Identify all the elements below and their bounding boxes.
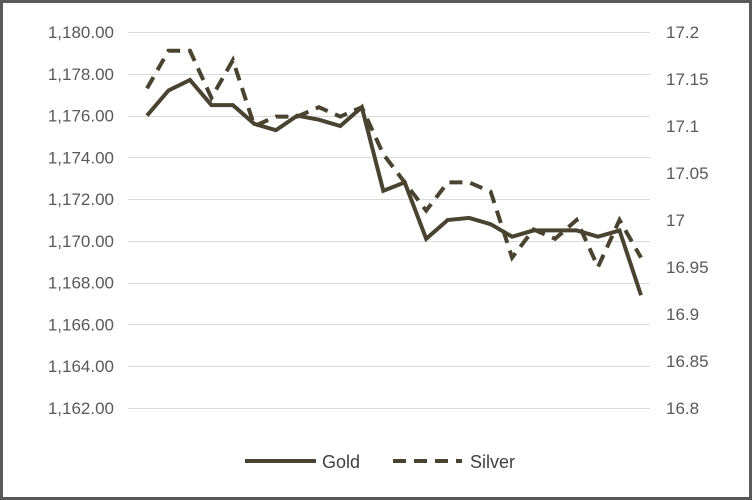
right-tick-label: 17.1: [666, 117, 699, 136]
right-tick-label: 16.95: [666, 258, 709, 277]
left-tick-label: 1,174.00: [48, 148, 114, 167]
right-tick-label: 16.9: [666, 305, 699, 324]
left-tick-label: 1,168.00: [48, 274, 114, 293]
legend-label-gold: Gold: [322, 452, 360, 472]
left-tick-label: 1,172.00: [48, 190, 114, 209]
legend: Gold Silver: [245, 452, 515, 472]
right-tick-label: 16.8: [666, 399, 699, 418]
left-tick-label: 1,176.00: [48, 107, 114, 126]
right-tick-label: 17: [666, 211, 685, 230]
left-tick-label: 1,178.00: [48, 65, 114, 84]
left-tick-label: 1,164.00: [48, 357, 114, 376]
left-tick-label: 1,166.00: [48, 315, 114, 334]
left-axis-ticks: 1,180.00 1,178.00 1,176.00 1,174.00 1,172.00…: [48, 23, 114, 418]
series-line-silver: [145, 48, 643, 272]
right-axis-ticks: 17.2 17.15 17.1 17.05 17 16.95 16.9 16.85 16.8: [666, 23, 709, 418]
right-tick-label: 17.2: [666, 23, 699, 42]
legend-label-silver: Silver: [470, 452, 515, 472]
right-tick-label: 16.85: [666, 352, 709, 371]
series-lines: [145, 48, 643, 296]
left-tick-label: 1,180.00: [48, 23, 114, 42]
left-tick-label: 1,170.00: [48, 232, 114, 251]
series-line-gold: [145, 77, 643, 296]
right-tick-label: 17.05: [666, 164, 709, 183]
left-tick-label: 1,162.00: [48, 399, 114, 418]
right-tick-label: 17.15: [666, 70, 709, 89]
gridlines: [128, 32, 650, 409]
